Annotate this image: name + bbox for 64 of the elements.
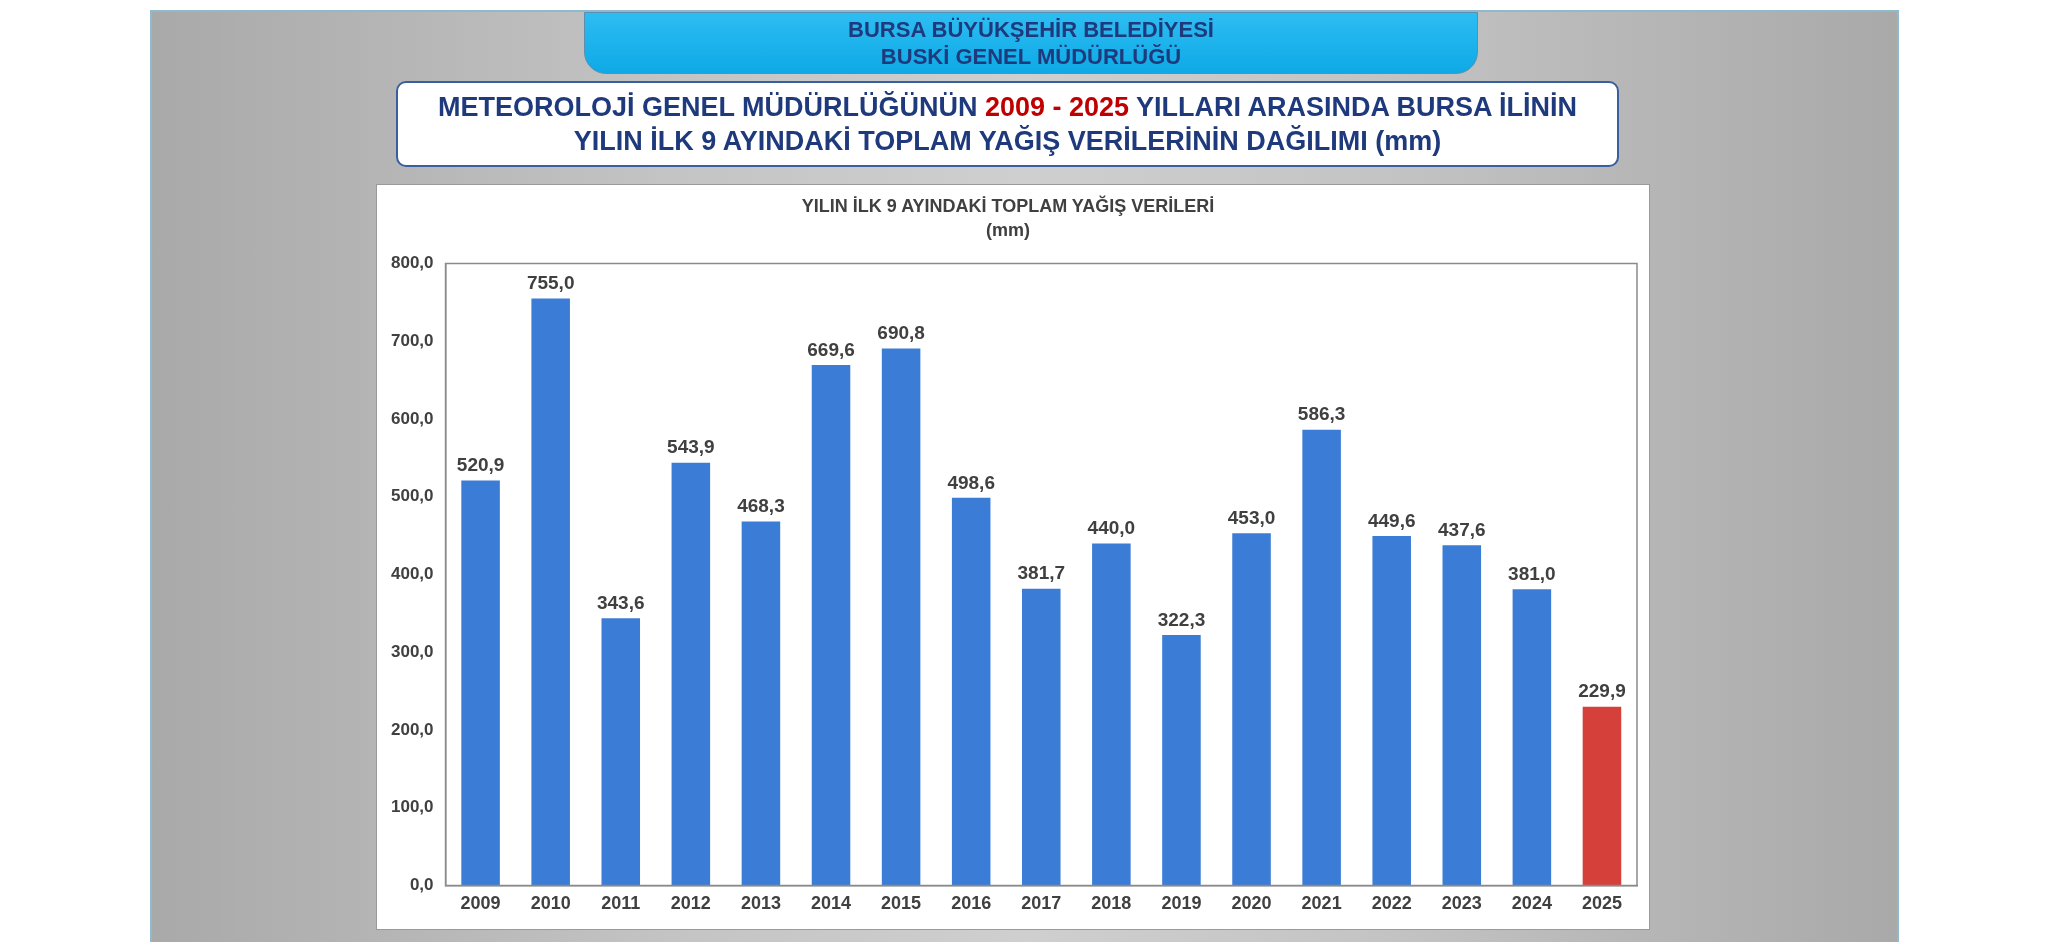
- data-label: 449,6: [1367, 509, 1416, 531]
- data-label: 755,0: [526, 272, 575, 294]
- data-label: 229,9: [1578, 680, 1626, 702]
- data-label: 322,3: [1157, 608, 1206, 630]
- bar: [531, 298, 570, 886]
- bar: [881, 348, 921, 886]
- x-tick-label: 2025: [1581, 893, 1622, 914]
- data-label: 520,9: [456, 454, 505, 476]
- x-tick-label: 2023: [1441, 893, 1482, 914]
- y-tick-label: 600,0: [390, 408, 434, 428]
- bar: [601, 618, 641, 886]
- bar: [1442, 545, 1482, 886]
- x-tick-label: 2022: [1371, 893, 1412, 914]
- bar: [811, 364, 851, 886]
- data-label: 690,8: [877, 322, 925, 344]
- x-tick-label: 2013: [740, 893, 781, 914]
- bar: [1582, 706, 1622, 886]
- y-tick-label: 100,0: [390, 797, 434, 817]
- y-tick-label: 700,0: [390, 331, 434, 351]
- text: BURSA BÜYÜKŞEHİR BELEDİYESİ: [848, 16, 1214, 43]
- bar: [1372, 535, 1411, 886]
- y-tick-label: 300,0: [390, 641, 434, 661]
- data-label: 440,0: [1087, 517, 1136, 539]
- data-label: 381,7: [1017, 562, 1066, 584]
- bar: [1162, 634, 1201, 886]
- bar: [1022, 588, 1061, 886]
- bar: [671, 462, 711, 886]
- data-label: 381,0: [1508, 563, 1556, 584]
- x-tick-label: 2016: [951, 893, 992, 914]
- y-tick-label: 800,0: [390, 253, 434, 273]
- x-tick-label: 2015: [881, 893, 922, 914]
- data-label: 543,9: [667, 436, 715, 458]
- y-tick-label: 0,0: [409, 875, 434, 895]
- text: BUSKİ GENEL MÜDÜRLÜĞÜ: [880, 43, 1182, 70]
- x-tick-label: 2009: [460, 893, 501, 914]
- x-tick-label: 2021: [1301, 893, 1342, 914]
- data-label: 669,6: [807, 338, 855, 360]
- bar: [1302, 429, 1341, 886]
- data-label: 586,3: [1297, 403, 1346, 425]
- data-label: 468,3: [737, 495, 785, 517]
- bar: [951, 497, 991, 886]
- chart-title: METEOROLOJİ GENEL MÜDÜRLÜĞÜNÜN 2009 - 2025 YILLARI ARASINDA BURSA İLİNİN YILIN İLK 9 AYINDAKİ TOPLAM YAĞIŞ VERİLERİNİN DAĞILIMI (mm): [437, 92, 1578, 156]
- x-tick-label: 2019: [1161, 893, 1202, 914]
- bar: [1092, 543, 1131, 886]
- chart-subtitle: YILIN İLK 9 AYINDAKİ TOPLAM YAĞIŞ VERİLERİ (mm): [801, 195, 1215, 241]
- bar: [1232, 533, 1271, 886]
- x-tick-label: 2011: [601, 893, 641, 914]
- y-tick-label: 400,0: [390, 564, 434, 584]
- y-tick-label: 200,0: [390, 719, 434, 739]
- data-label: 343,6: [596, 592, 645, 614]
- y-tick-label: 500,0: [390, 486, 434, 506]
- bar: [1512, 589, 1552, 886]
- x-tick-label: 2014: [810, 893, 852, 914]
- x-tick-label: 2024: [1511, 893, 1552, 914]
- data-label: 453,0: [1227, 507, 1276, 529]
- data-label: 437,6: [1438, 519, 1486, 541]
- data-label: 498,6: [947, 471, 995, 493]
- x-tick-label: 2020: [1231, 893, 1272, 914]
- x-tick-label: 2012: [670, 893, 711, 914]
- x-tick-label: 2010: [530, 893, 571, 914]
- bar: [741, 521, 781, 886]
- bar: [461, 480, 500, 886]
- x-tick-label: 2018: [1091, 893, 1132, 914]
- x-tick-label: 2017: [1021, 893, 1062, 914]
